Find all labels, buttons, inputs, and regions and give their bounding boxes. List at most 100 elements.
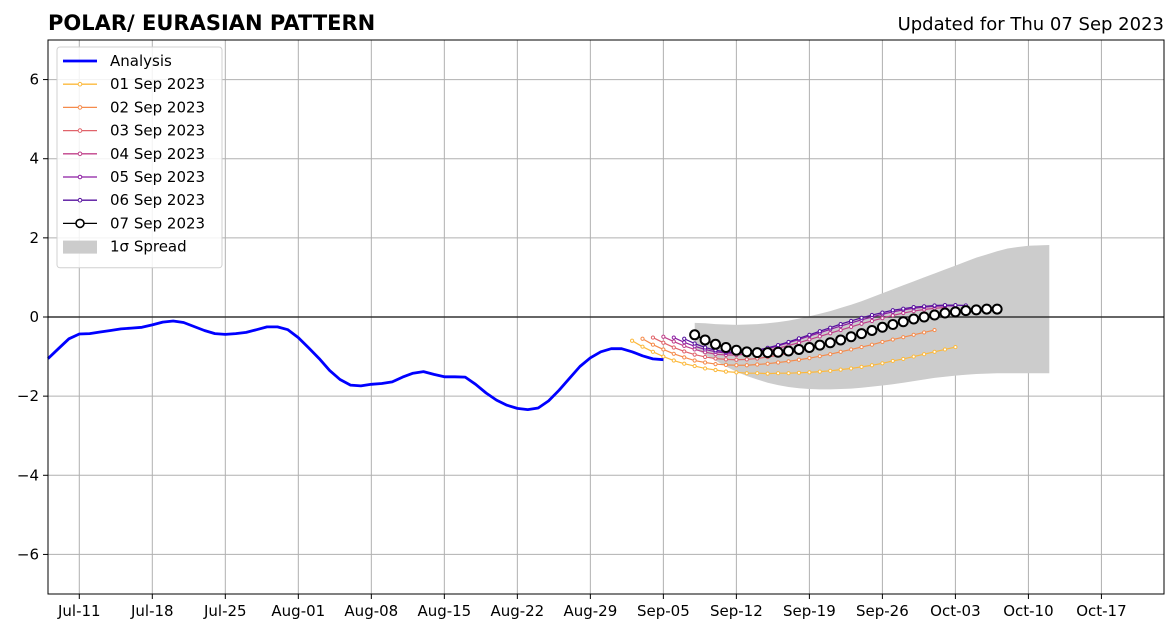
forecast-point-4-18 bbox=[849, 324, 854, 329]
y-axis-ticks: −6 −4 −2 0 2 4 6 bbox=[17, 71, 48, 563]
forecast-point-1-14 bbox=[775, 371, 781, 376]
forecast-point-3-8 bbox=[734, 357, 739, 362]
forecast-point-6-16 bbox=[849, 318, 854, 324]
x-tick-label-7: Aug-29 bbox=[563, 602, 617, 620]
forecast-point-1-26 bbox=[901, 356, 906, 362]
forecast-point-6-15 bbox=[838, 322, 843, 327]
legend-entry-6: 06 Sep 2023 bbox=[63, 191, 205, 209]
forecast-point-7-4 bbox=[730, 344, 742, 356]
forecast-point-2-11 bbox=[755, 362, 760, 367]
chart-title: POLAR/ EURASIAN PATTERN bbox=[48, 11, 375, 35]
forecast-point-7-29 bbox=[991, 303, 1003, 315]
forecast-point-7-13 bbox=[824, 337, 836, 349]
forecast-point-6-0 bbox=[682, 336, 687, 341]
forecast-point-7-14 bbox=[835, 334, 847, 346]
forecast-point-2-15 bbox=[796, 357, 802, 362]
forecast-point-6-23 bbox=[922, 304, 927, 309]
forecast-point-1-7 bbox=[702, 366, 708, 371]
forecast-point-2-12 bbox=[765, 361, 770, 366]
forecast-point-1-16 bbox=[796, 370, 802, 375]
forecast-point-2-25 bbox=[901, 335, 906, 340]
forecast-point-1-12 bbox=[755, 371, 760, 376]
forecast-point-3-0 bbox=[650, 335, 656, 340]
forecast-point-1-8 bbox=[713, 367, 718, 373]
legend-entry-8: 1σ Spread bbox=[63, 238, 187, 256]
forecast-point-6-11 bbox=[796, 336, 802, 341]
forecast-point-6-19 bbox=[880, 310, 885, 315]
forecast-line-6 bbox=[683, 304, 966, 353]
forecast-point-2-14 bbox=[786, 359, 791, 364]
forecast-point-4-0 bbox=[661, 334, 666, 339]
forecast-point-1-22 bbox=[859, 364, 864, 369]
forecast-point-1-6 bbox=[692, 363, 697, 369]
forecast-point-1-29 bbox=[932, 349, 937, 354]
forecast-point-1-25 bbox=[890, 358, 895, 364]
x-tick-label-10: Sep-19 bbox=[783, 602, 836, 620]
forecast-point-7-18 bbox=[876, 321, 888, 333]
legend-swatch-8 bbox=[63, 240, 97, 254]
forecast-point-7-23 bbox=[929, 309, 941, 321]
forecast-point-6-14 bbox=[828, 325, 833, 330]
forecast-point-2-6 bbox=[702, 360, 708, 365]
forecast-point-7-19 bbox=[887, 319, 899, 331]
forecast-point-2-27 bbox=[922, 330, 927, 335]
forecast-point-1-28 bbox=[922, 352, 927, 357]
x-tick-label-9: Sep-12 bbox=[710, 602, 763, 620]
legend-label-4: 04 Sep 2023 bbox=[110, 145, 205, 163]
forecast-point-2-16 bbox=[807, 356, 812, 361]
forecast-point-2-9 bbox=[734, 363, 739, 368]
forecast-point-6-20 bbox=[890, 308, 895, 313]
legend: Analysis 01 Sep 2023 02 Sep 2023 03 Sep 202… bbox=[56, 46, 223, 269]
x-tick-label-12: Oct-03 bbox=[930, 602, 980, 620]
x-tick-label-4: Aug-08 bbox=[344, 602, 398, 620]
forecast-point-4-16 bbox=[828, 331, 833, 336]
forecast-point-2-5 bbox=[692, 358, 697, 363]
forecast-point-1-15 bbox=[786, 371, 791, 376]
forecast-point-2-8 bbox=[723, 362, 729, 367]
legend-label-6: 06 Sep 2023 bbox=[110, 191, 205, 209]
y-tick-label-5: 4 bbox=[29, 150, 39, 168]
forecast-point-2-18 bbox=[828, 352, 833, 357]
legend-entry-0: Analysis bbox=[63, 52, 172, 70]
forecast-point-6-12 bbox=[807, 332, 812, 337]
legend-label-0: Analysis bbox=[110, 52, 172, 70]
forecast-point-2-24 bbox=[890, 337, 895, 342]
forecast-point-3-7 bbox=[723, 357, 729, 362]
forecast-point-6-21 bbox=[901, 306, 906, 311]
forecast-point-2-0 bbox=[640, 336, 645, 341]
forecast-point-1-2 bbox=[650, 349, 656, 354]
legend-entry-1: 01 Sep 2023 bbox=[63, 75, 205, 93]
forecast-point-3-3 bbox=[682, 349, 687, 354]
forecast-point-5-1 bbox=[682, 340, 687, 345]
forecast-point-1-4 bbox=[671, 358, 676, 363]
forecast-point-7-10 bbox=[793, 343, 805, 355]
forecast-point-2-26 bbox=[911, 332, 916, 337]
forecast-point-1-3 bbox=[661, 354, 666, 359]
forecast-point-2-10 bbox=[744, 363, 749, 368]
forecast-point-4-21 bbox=[880, 316, 885, 321]
forecast-point-1-5 bbox=[682, 361, 687, 366]
forecast-point-6-9 bbox=[775, 342, 781, 348]
forecast-point-3-2 bbox=[671, 345, 676, 350]
forecast-point-1-13 bbox=[765, 371, 770, 376]
forecast-1 bbox=[629, 338, 958, 376]
forecast-point-4-19 bbox=[859, 321, 864, 326]
forecast-point-7-27 bbox=[970, 304, 982, 316]
legend-label-7: 07 Sep 2023 bbox=[110, 214, 205, 232]
forecast-point-2-13 bbox=[775, 360, 781, 365]
forecast-point-7-16 bbox=[856, 328, 868, 340]
forecast-point-1-24 bbox=[880, 361, 885, 366]
analysis-line bbox=[47, 319, 664, 412]
forecast-point-1-27 bbox=[911, 354, 916, 359]
forecast-point-6-13 bbox=[817, 329, 822, 334]
forecast-point-1-30 bbox=[942, 347, 948, 352]
forecast-point-1-17 bbox=[807, 370, 812, 375]
legend-marker-2 bbox=[77, 105, 83, 110]
forecast-point-6-1 bbox=[692, 341, 697, 346]
x-axis-ticks: Jul-11 Jul-18 Jul-25 Aug-01 Aug-08 Aug-15 Aug-… bbox=[57, 594, 1127, 620]
legend-label-2: 02 Sep 2023 bbox=[110, 98, 205, 116]
x-tick-label-13: Oct-10 bbox=[1003, 602, 1053, 620]
x-tick-label-11: Sep-26 bbox=[856, 602, 909, 620]
forecast-point-7-25 bbox=[949, 306, 961, 318]
x-tick-label-6: Aug-22 bbox=[490, 602, 544, 620]
